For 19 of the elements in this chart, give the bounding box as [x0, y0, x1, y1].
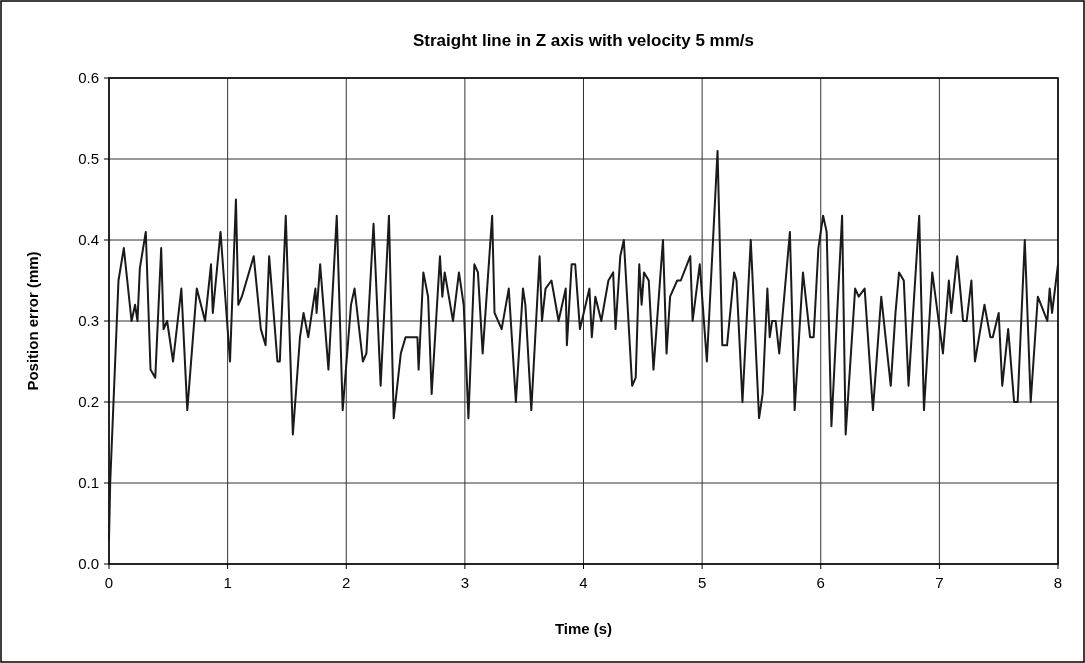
y-tick-label: 0.1	[78, 474, 99, 492]
x-tick-label: 8	[1053, 574, 1063, 591]
y-axis-title: Position error (mm)	[24, 251, 41, 391]
y-tick-label: 0.4	[78, 231, 99, 249]
y-tick-label: 0.0	[78, 555, 99, 573]
y-tick-label: 0.5	[78, 150, 99, 168]
x-tick-label: 3	[460, 574, 470, 591]
x-axis-title: Time (s)	[554, 620, 613, 637]
chart-title: Straight line in Z axis with velocity 5 mm/s	[412, 31, 755, 50]
x-tick-label: 5	[697, 574, 707, 591]
x-tick-label: 2	[342, 574, 351, 591]
y-tick-label: 0.6	[78, 69, 99, 87]
x-tick-label: 6	[816, 574, 825, 591]
x-tick-label: 7	[935, 574, 944, 591]
x-tick-label: 1	[223, 574, 232, 591]
y-tick-label: 0.3	[78, 312, 99, 330]
x-tick-label: 0	[104, 574, 114, 591]
x-tick-label: 4	[579, 574, 588, 591]
y-tick-label: 0.2	[78, 393, 99, 411]
